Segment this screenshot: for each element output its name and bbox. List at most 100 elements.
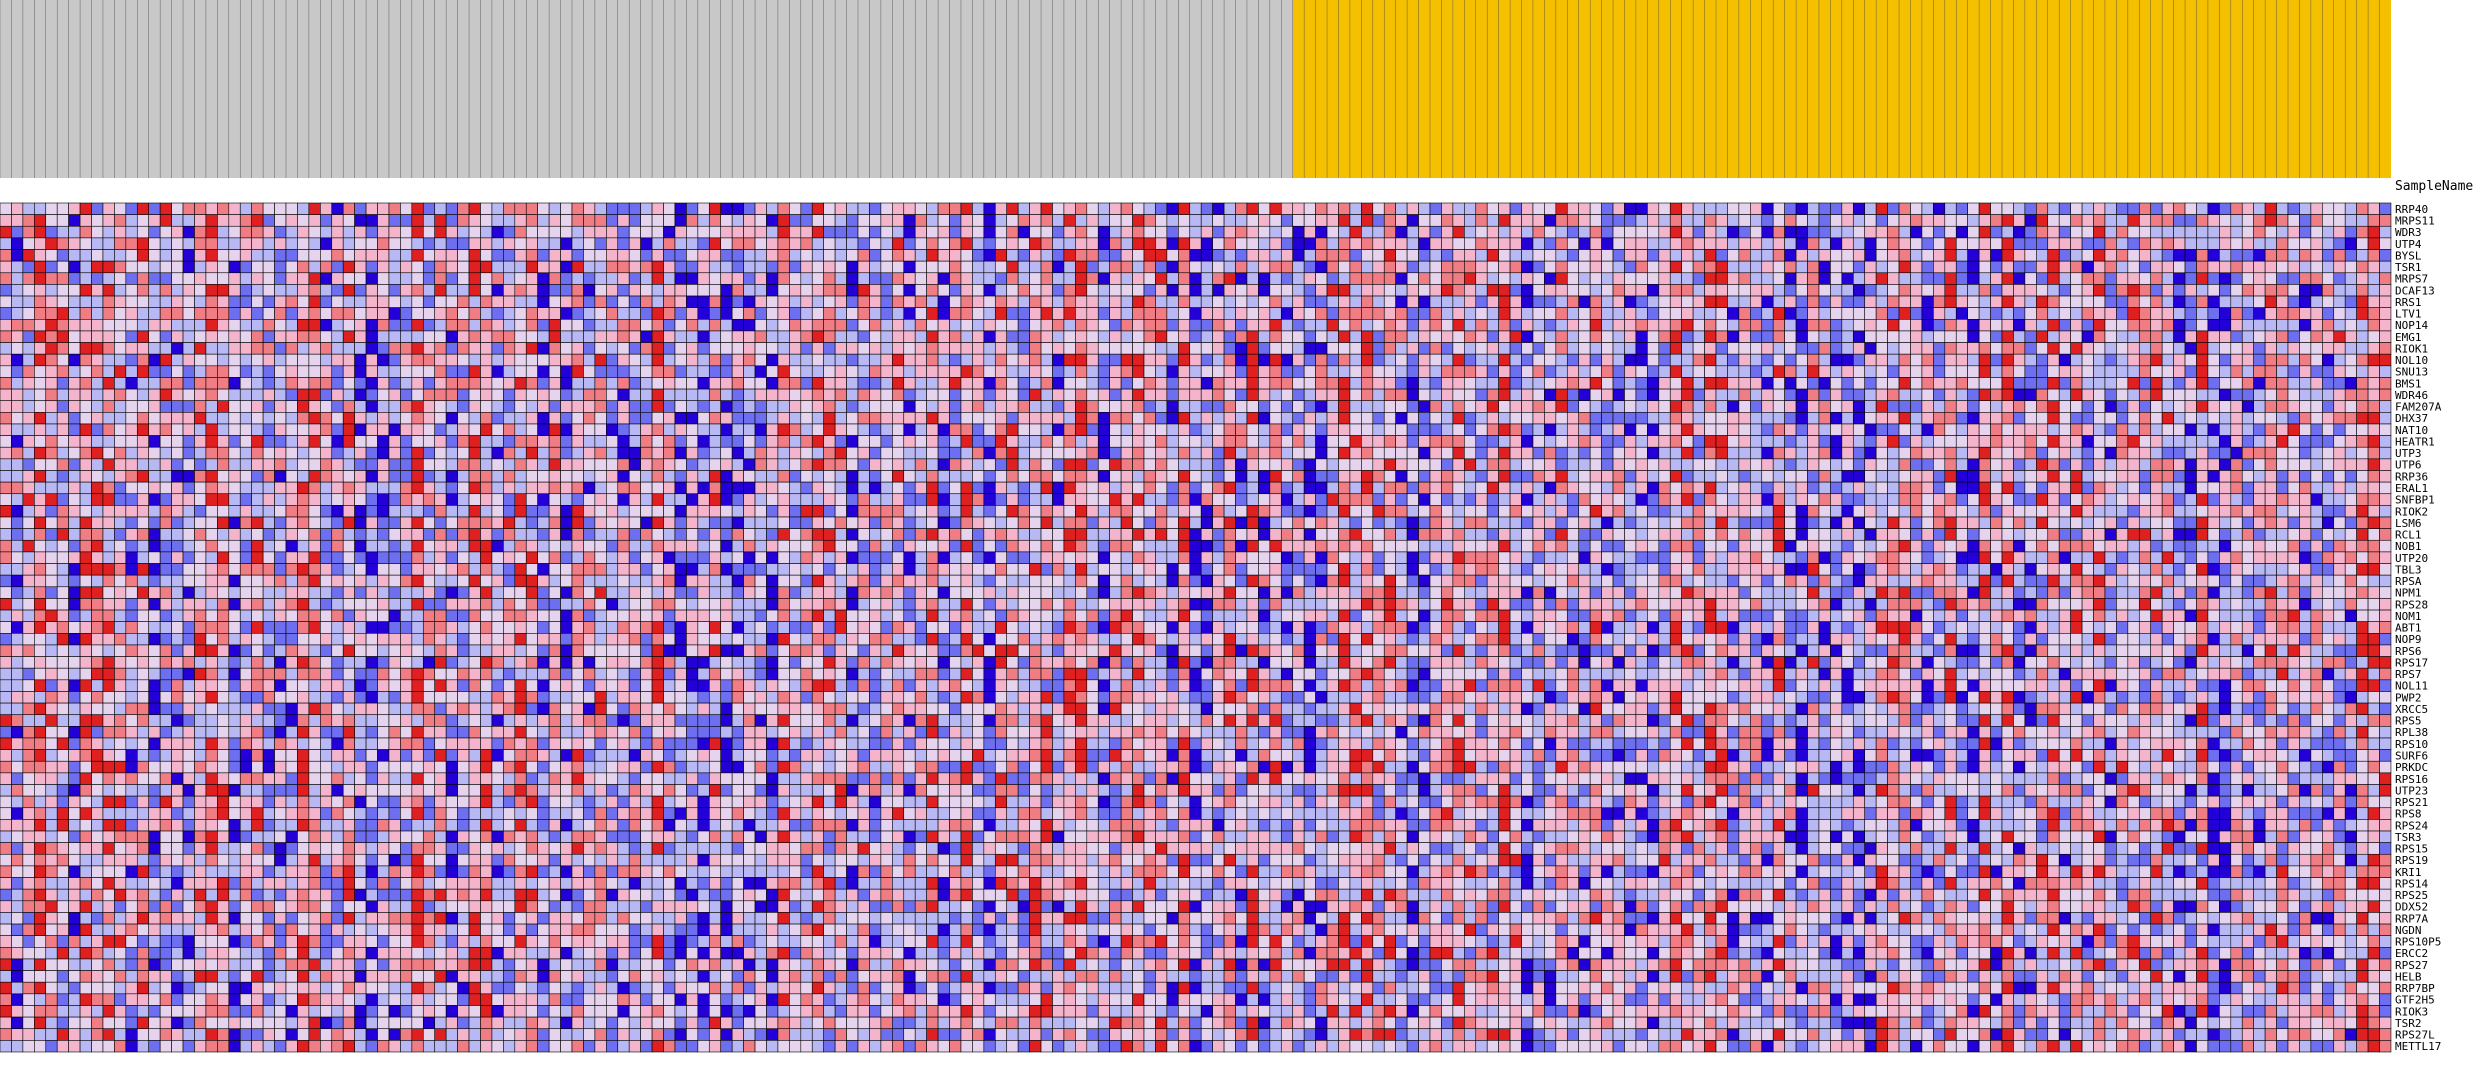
heatmap-cell: [1452, 435, 1465, 448]
heatmap-cell: [354, 412, 367, 425]
heatmap-cell: [1784, 237, 1797, 250]
heatmap-cell: [411, 237, 424, 250]
heatmap-cell: [1120, 446, 1133, 460]
heatmap-cell: [285, 225, 298, 239]
heatmap-cell: [1750, 307, 1763, 320]
heatmap-cell: [2001, 377, 2014, 390]
heatmap-cell: [1109, 318, 1122, 332]
heatmap-cell: [834, 237, 847, 250]
heatmap-cell: [2344, 272, 2357, 285]
heatmap-cell: [91, 225, 104, 239]
heatmap-cell: [1898, 400, 1911, 413]
heatmap-cell: [960, 237, 973, 250]
heatmap-cell: [1750, 342, 1763, 355]
heatmap-cell: [2219, 249, 2232, 262]
heatmap-cell: [2379, 260, 2392, 274]
heatmap-cell: [56, 458, 69, 471]
heatmap-cell: [2047, 435, 2060, 448]
heatmap-cell: [1887, 435, 1900, 448]
heatmap-cell: [1132, 284, 1145, 297]
heatmap-cell: [834, 202, 847, 215]
heatmap-cell: [1635, 237, 1648, 250]
heatmap-cell: [972, 249, 985, 262]
heatmap-cell: [2196, 237, 2209, 250]
heatmap-cell: [34, 353, 47, 367]
heatmap-cell: [1189, 225, 1202, 239]
heatmap-cell: [1978, 353, 1991, 367]
heatmap-cell: [994, 353, 1008, 367]
heatmap-cell: [1635, 377, 1648, 390]
heatmap-cell: [857, 388, 870, 402]
heatmap-cell: [1280, 318, 1294, 332]
heatmap-cell: [2058, 423, 2071, 436]
heatmap-cell: [1658, 330, 1671, 343]
heatmap-cell: [1967, 272, 1980, 285]
heatmap-cell: [308, 330, 321, 343]
heatmap-cell: [1669, 458, 1682, 471]
heatmap-cell: [846, 237, 859, 250]
heatmap-cell: [2036, 249, 2049, 262]
heatmap-cell: [297, 260, 310, 274]
heatmap-cell: [56, 412, 69, 425]
heatmap-cell: [2219, 423, 2232, 436]
heatmap-cell: [217, 400, 230, 413]
heatmap-cell: [1761, 237, 1774, 250]
heatmap-cell: [1933, 458, 1946, 471]
heatmap-cell: [56, 435, 69, 448]
heatmap-cell: [1052, 202, 1065, 215]
heatmap-cell: [571, 377, 584, 390]
heatmap-cell: [1818, 342, 1831, 355]
heatmap-cell: [2333, 214, 2346, 227]
heatmap-cell: [480, 353, 493, 367]
heatmap-cell: [1910, 412, 1923, 425]
heatmap-cell: [754, 400, 767, 413]
heatmap-cell: [1258, 446, 1271, 460]
heatmap-cell: [2287, 214, 2300, 227]
heatmap-cell: [811, 435, 824, 448]
heatmap-cell: [2253, 377, 2266, 390]
heatmap-cell: [571, 295, 584, 308]
heatmap-cell: [777, 284, 790, 297]
heatmap-cell: [1395, 295, 1408, 308]
heatmap-cell: [2161, 330, 2174, 343]
heatmap-cell: [1555, 342, 1568, 355]
heatmap-cell: [972, 412, 985, 425]
heatmap-cell: [1395, 423, 1408, 436]
heatmap-cell: [2333, 284, 2346, 297]
heatmap-cell: [1189, 272, 1202, 285]
heatmap-cell: [994, 412, 1008, 425]
heatmap-cell: [1944, 307, 1957, 320]
heatmap-cell: [1258, 435, 1271, 448]
heatmap-cell: [2322, 307, 2335, 320]
heatmap-cell: [926, 318, 939, 332]
heatmap-cell: [1109, 423, 1122, 436]
heatmap-cell: [125, 330, 138, 343]
heatmap-cell: [2001, 353, 2014, 367]
heatmap-cell: [1097, 307, 1110, 320]
heatmap-cell: [2173, 295, 2186, 308]
heatmap-cell: [1875, 330, 1888, 343]
heatmap-cell: [1269, 318, 1282, 332]
heatmap-cell: [136, 202, 150, 215]
heatmap-cell: [2287, 342, 2300, 355]
heatmap-cell: [1418, 237, 1431, 250]
heatmap-cell: [674, 342, 687, 355]
heatmap-cell: [731, 295, 744, 308]
heatmap-cell: [800, 272, 813, 285]
heatmap-cell: [136, 272, 150, 285]
heatmap-cell: [525, 446, 538, 460]
heatmap-cell: [1738, 458, 1751, 471]
heatmap-cell: [434, 284, 447, 297]
heatmap-cell: [2138, 365, 2152, 378]
heatmap-cell: [1418, 307, 1431, 320]
heatmap-cell: [1052, 318, 1065, 332]
heatmap-cell: [22, 435, 35, 448]
heatmap-cell: [1944, 284, 1957, 297]
heatmap-cell: [388, 400, 401, 413]
heatmap-cell: [217, 237, 230, 250]
heatmap-cell: [1852, 446, 1866, 460]
heatmap-cell: [228, 249, 241, 262]
heatmap-cell: [525, 307, 538, 320]
heatmap-cell: [2230, 237, 2243, 250]
heatmap-cell: [1475, 260, 1488, 274]
